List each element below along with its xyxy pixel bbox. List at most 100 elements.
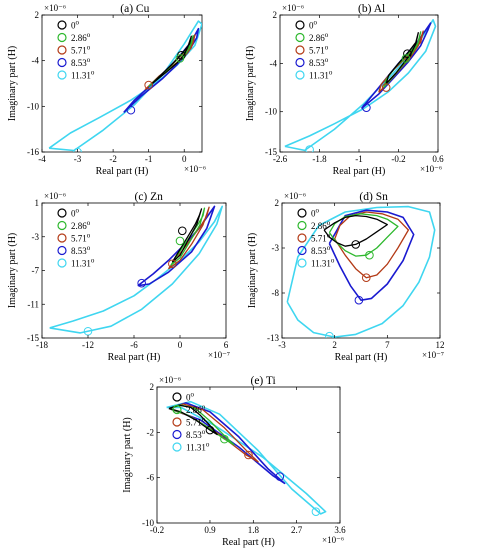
legend-label-5: 11.31o	[71, 69, 95, 81]
series-marker-4	[362, 103, 371, 112]
x-tick-label: 7	[385, 340, 390, 350]
x-exponent-label: ×10⁻⁶	[184, 164, 206, 174]
y-tick-label: -8	[272, 288, 280, 298]
x-exponent-label: ×10⁻⁶	[322, 535, 344, 545]
x-tick-label: -6	[130, 340, 138, 350]
legend-label-3: 5.71o	[311, 232, 331, 244]
x-tick-label: -3	[278, 340, 286, 350]
legend-marker-3	[297, 233, 307, 243]
legend-label-3: 5.71o	[186, 416, 206, 428]
data-area	[48, 20, 202, 152]
x-tick-label: -2.6	[273, 154, 288, 164]
series-marker-2	[220, 434, 229, 444]
legend-label-4: 8.53o	[309, 56, 329, 68]
legend-marker-1	[295, 20, 305, 30]
x-tick-label: 0	[178, 340, 183, 350]
legend-marker-3	[172, 417, 182, 427]
series-marker-2	[175, 236, 185, 246]
y-tick-label: -10	[265, 107, 277, 117]
series-line-1	[151, 35, 192, 85]
legend-label-1: 0o	[71, 207, 80, 219]
series-marker-4	[137, 278, 146, 288]
x-tick-label: 6	[224, 340, 229, 350]
x-tick-label: 3.6	[334, 525, 346, 535]
series-line-2	[328, 213, 399, 257]
y-tick-label: -10	[27, 101, 39, 111]
legend-marker-4	[57, 57, 67, 68]
legend-marker-5	[57, 70, 67, 80]
legend-label-2: 2.86o	[71, 31, 91, 43]
series-line-5	[49, 205, 223, 334]
x-tick-label: 2	[332, 340, 337, 350]
series-marker-2	[175, 54, 185, 63]
series-marker-3	[244, 450, 253, 460]
series-marker-5	[325, 331, 334, 338]
y-tick-label: -11	[27, 299, 39, 309]
legend-label-2: 2.86o	[309, 31, 329, 43]
series-marker-3	[381, 83, 391, 92]
series-line-1	[171, 208, 203, 263]
y-axis-label: Imaginary part (H)	[7, 46, 18, 122]
panel-title: (d) Sn	[359, 191, 388, 203]
series-line-5	[284, 18, 437, 152]
y-tick-label: -6	[147, 473, 155, 483]
legend-label-5: 11.31o	[311, 257, 335, 269]
y-axis-label: Imaginary part (H)	[122, 417, 133, 493]
series-marker-5	[73, 147, 82, 152]
legend-label-2: 2.86o	[71, 219, 91, 231]
x-tick-label: -1	[145, 154, 153, 164]
legend-marker-5	[295, 70, 305, 80]
series-marker-1	[351, 240, 361, 249]
series-marker-3	[168, 259, 177, 269]
y-tick-label: -3	[272, 243, 280, 253]
x-tick-label: -3	[74, 154, 82, 164]
x-tick-label: 2.7	[291, 525, 303, 535]
x-axis-label: Real part (H)	[335, 352, 388, 363]
series-line-5	[286, 205, 436, 338]
legend-label-3: 5.71o	[309, 44, 329, 56]
x-exponent-label: ×10⁻⁷	[208, 350, 230, 360]
legend-marker-3	[57, 233, 67, 243]
y-tick-label: -15	[265, 147, 277, 157]
legend-marker-3	[57, 45, 67, 55]
legend-marker-5	[172, 442, 182, 452]
legend-label-1: 0o	[309, 19, 318, 31]
legend-label-1: 0o	[71, 19, 80, 31]
legend-label-4: 8.53o	[71, 56, 91, 68]
y-tick-label: -16	[27, 147, 39, 157]
legend-marker-1	[57, 20, 67, 30]
legend-marker-2	[57, 32, 67, 43]
series-marker-2	[365, 250, 374, 260]
legend-marker-4	[297, 245, 307, 256]
legend-marker-4	[172, 429, 182, 440]
series-line-1	[323, 214, 388, 247]
legend-label-2: 2.86o	[186, 403, 206, 415]
y-tick-label: -10	[142, 518, 154, 528]
x-tick-label: -12	[82, 340, 94, 350]
y-exponent-label: ×10⁻⁶	[282, 3, 304, 13]
y-tick-label: 2	[275, 198, 280, 208]
x-tick-label: -2	[109, 154, 117, 164]
y-axis-label: Imaginary part (H)	[245, 46, 256, 122]
y-tick-label: 1	[35, 198, 40, 208]
series-marker-5	[311, 507, 321, 516]
x-axis-label: Real part (H)	[222, 537, 275, 548]
legend-marker-2	[172, 404, 182, 415]
y-tick-label: 2	[150, 382, 155, 392]
series-marker-4	[354, 295, 364, 305]
y-tick-label: -3	[32, 232, 40, 242]
plot-frame	[281, 202, 441, 339]
series-marker-3	[144, 80, 153, 90]
y-axis-label: Imaginary part (H)	[7, 233, 18, 309]
legend-marker-2	[295, 32, 305, 43]
x-tick-label: -18	[36, 340, 48, 350]
legend-marker-5	[57, 258, 67, 268]
panel-zn: -18 -12 -6 0 6 1 -3 -7 -11 -15 ×10⁻⁶ ×10⁻⁷ (c) Zn Rea…	[7, 191, 230, 363]
legend-marker-5	[297, 258, 307, 268]
legend-marker-4	[295, 57, 305, 68]
x-exponent-label: ×10⁻⁷	[422, 350, 444, 360]
